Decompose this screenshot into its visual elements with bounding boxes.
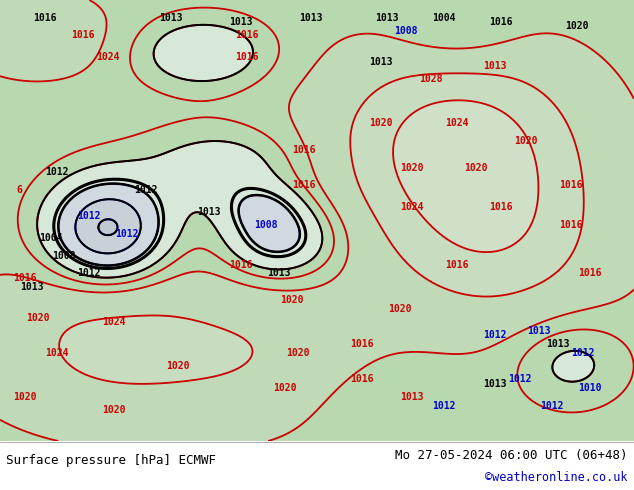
Text: 1020: 1020 (514, 136, 538, 146)
Text: 1013: 1013 (400, 392, 424, 402)
Text: 1020: 1020 (102, 405, 126, 415)
Text: 1024: 1024 (102, 317, 126, 327)
Text: 1013: 1013 (20, 282, 44, 292)
Text: 1020: 1020 (165, 361, 190, 371)
Text: 1020: 1020 (13, 392, 37, 402)
Text: 1016: 1016 (489, 202, 513, 212)
Text: 1012: 1012 (77, 269, 101, 278)
Text: 1016: 1016 (292, 180, 316, 190)
Text: 1008: 1008 (254, 220, 278, 230)
Text: 1024: 1024 (96, 52, 120, 62)
Text: 1013: 1013 (229, 17, 253, 27)
Text: 1012: 1012 (115, 229, 139, 239)
Text: 1012: 1012 (134, 185, 158, 195)
Text: 1020: 1020 (280, 295, 304, 305)
Text: 1016: 1016 (292, 145, 316, 155)
Text: 1024: 1024 (444, 119, 469, 128)
Text: 1020: 1020 (400, 163, 424, 172)
Text: 1012: 1012 (508, 374, 532, 384)
Text: 1008: 1008 (51, 251, 75, 261)
Text: 1020: 1020 (463, 163, 488, 172)
Text: ©weatheronline.co.uk: ©weatheronline.co.uk (485, 471, 628, 484)
Text: 1008: 1008 (394, 26, 418, 36)
Text: 1016: 1016 (489, 17, 513, 27)
Text: 1013: 1013 (546, 339, 570, 349)
Text: 1016: 1016 (349, 339, 373, 349)
Text: 1013: 1013 (482, 379, 507, 389)
Text: 1013: 1013 (482, 61, 507, 71)
Text: 1016: 1016 (13, 273, 37, 283)
Text: 1016: 1016 (235, 30, 259, 40)
Text: 1013: 1013 (197, 207, 221, 217)
Text: 1012: 1012 (77, 211, 101, 221)
Text: 1020: 1020 (26, 313, 50, 322)
Text: 1016: 1016 (559, 180, 583, 190)
Text: 1013: 1013 (299, 13, 323, 23)
Text: 1004: 1004 (432, 13, 456, 23)
Text: 1012: 1012 (571, 348, 595, 358)
Text: 1020: 1020 (387, 304, 411, 314)
Text: 1010: 1010 (578, 383, 602, 393)
Text: 1028: 1028 (419, 74, 443, 84)
Text: 1016: 1016 (70, 30, 94, 40)
Text: 1004: 1004 (39, 233, 63, 243)
Text: 1016: 1016 (559, 220, 583, 230)
Text: 1012: 1012 (432, 401, 456, 411)
Text: 1020: 1020 (286, 348, 310, 358)
Text: 6: 6 (16, 185, 22, 195)
Text: 1024: 1024 (400, 202, 424, 212)
Text: 1013: 1013 (375, 13, 399, 23)
Text: Surface pressure [hPa] ECMWF: Surface pressure [hPa] ECMWF (6, 454, 216, 467)
Text: 1016: 1016 (578, 269, 602, 278)
Text: 1024: 1024 (45, 348, 69, 358)
Text: 1016: 1016 (235, 52, 259, 62)
Text: 1016: 1016 (444, 260, 469, 270)
Text: 1016: 1016 (229, 260, 253, 270)
Text: 1020: 1020 (273, 383, 297, 393)
Text: 1016: 1016 (349, 374, 373, 384)
Text: 1012: 1012 (482, 330, 507, 340)
Text: 1020: 1020 (565, 22, 589, 31)
Text: 1012: 1012 (540, 401, 564, 411)
Text: 1013: 1013 (159, 13, 183, 23)
Text: Mo 27-05-2024 06:00 UTC (06+48): Mo 27-05-2024 06:00 UTC (06+48) (395, 449, 628, 462)
Text: 1013: 1013 (267, 269, 291, 278)
Text: 1012: 1012 (45, 167, 69, 177)
Text: 1020: 1020 (368, 119, 392, 128)
Text: 1016: 1016 (32, 13, 56, 23)
Text: 1013: 1013 (527, 326, 551, 336)
Text: 1013: 1013 (368, 57, 392, 67)
